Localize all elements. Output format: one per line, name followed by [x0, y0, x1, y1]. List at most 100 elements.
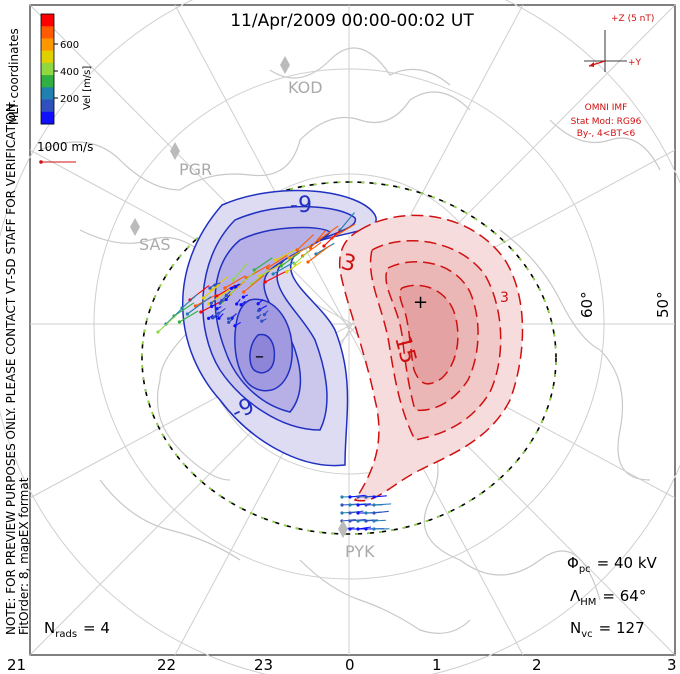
- velocity-vector-origin: [220, 298, 224, 303]
- velocity-vector-origin: [364, 527, 368, 531]
- velocity-vector-origin: [306, 260, 310, 264]
- velocity-vector: [181, 294, 198, 309]
- velocity-vector: [208, 288, 231, 305]
- velocity-vector-origin: [217, 316, 221, 320]
- potential-max-marker: +: [413, 292, 428, 313]
- velocity-vector-origin: [266, 266, 270, 270]
- velocity-vector: [264, 270, 288, 283]
- velocity-vector: [157, 314, 177, 333]
- velocity-vector-origin: [211, 315, 215, 320]
- velocity-vector: [357, 503, 371, 506]
- velocity-vector-origin: [287, 256, 291, 260]
- mlt-tick-23: 23: [254, 656, 273, 674]
- velocity-vector-origin: [295, 248, 299, 252]
- velocity-vector-origin: [226, 317, 231, 321]
- velocity-vector-origin: [356, 495, 360, 499]
- velocity-vector-origin: [224, 293, 228, 297]
- velocity-vector: [339, 212, 355, 231]
- imf-source: OMNI IMF: [585, 103, 628, 113]
- velocity-vector-origin: [364, 519, 368, 523]
- velocity-vector-origin: [252, 268, 256, 272]
- velocity-vector-origin: [242, 290, 246, 294]
- velocity-vector-origin: [356, 503, 360, 507]
- velocity-vector-origin: [308, 246, 313, 250]
- velocity-vector-origin: [260, 319, 264, 323]
- velocity-vector-origin: [231, 278, 235, 282]
- velocity-vector-origin: [215, 294, 219, 298]
- velocity-vector: [224, 275, 246, 289]
- velocity-vector-origin: [193, 304, 198, 308]
- velocity-vector-origin: [235, 302, 239, 306]
- colorbar-segment: [41, 38, 54, 52]
- radar-sites: [130, 56, 348, 538]
- imf-y-label: +Y: [628, 58, 642, 68]
- colorbar-tick-400: 400: [60, 67, 79, 78]
- velocity-vector-origin: [199, 310, 203, 314]
- colorbar-tick-600: 600: [60, 40, 79, 51]
- contour-label-pos-left: 3: [338, 250, 358, 278]
- velocity-vector-origin: [271, 272, 275, 276]
- velocity-vector: [357, 526, 372, 530]
- velocity-vector: [179, 310, 199, 323]
- map-title: 11/Apr/2009 00:00-00:02 UT: [230, 11, 474, 31]
- potential-min-marker: –: [255, 346, 264, 367]
- radar-marker-sas: [130, 218, 140, 236]
- colorbar-segment: [41, 26, 54, 39]
- velocity-vector: [288, 244, 312, 259]
- velocity-vector-origin: [257, 308, 261, 313]
- velocity-vector: [272, 261, 295, 275]
- velocity-vector-origin: [274, 258, 278, 262]
- nvc-stat: Nvc = 127: [570, 619, 645, 640]
- velocity-vector-origin: [348, 495, 352, 499]
- radar-label-pgr: PGR: [179, 160, 212, 179]
- velocity-scale-label: 1000 m/s: [37, 140, 93, 154]
- velocity-vector: [294, 250, 310, 265]
- phi-pc-stat: Φpc = 40 kV: [567, 554, 658, 575]
- fit-order-note: FitOrder: 8, mapEX format: [17, 477, 31, 635]
- velocity-vector-origin: [227, 320, 231, 324]
- velocity-vector-origin: [348, 527, 352, 531]
- radar-marker-kod: [280, 56, 290, 74]
- velocity-vector: [187, 296, 212, 315]
- lambda-hm-stat: ΛHM = 64°: [570, 587, 646, 608]
- velocity-vector: [296, 234, 314, 251]
- radar-label-kod: KOD: [288, 78, 323, 97]
- plot-frame: [29, 4, 676, 656]
- coastline-map: [39, 47, 661, 634]
- velocity-vector-origin: [224, 297, 228, 302]
- velocity-vector-origin: [218, 301, 222, 305]
- velocity-vector-origin: [209, 304, 214, 309]
- velocity-vector: [237, 270, 257, 287]
- velocity-vector-origin: [364, 503, 368, 507]
- colorbar-tick-200: 200: [60, 94, 79, 105]
- velocity-vector: [373, 510, 389, 514]
- latitude-label-50: 50°: [654, 291, 672, 318]
- colorbar-segment: [41, 75, 54, 88]
- velocity-vector-origin: [201, 296, 206, 300]
- colorbar-segment: [41, 111, 54, 125]
- velocity-vector: [275, 248, 297, 261]
- velocity-vector-origin: [213, 283, 217, 287]
- velocity-vector-origin: [156, 330, 160, 334]
- velocity-colorbar: 600 400 200 Vel [m/s] MLT coordinates: [7, 13, 93, 125]
- radar-label-sas: SAS: [139, 235, 171, 254]
- velocity-vector-origin: [207, 302, 211, 306]
- velocity-vector-origin: [356, 527, 360, 531]
- velocity-vector-origin: [372, 519, 376, 523]
- velocity-vector-origin: [356, 511, 360, 515]
- velocity-vector: [232, 262, 249, 281]
- imf-condition: By-, 4<BT<6: [577, 129, 636, 139]
- velocity-vector-origin: [348, 519, 352, 523]
- velocity-vector: [373, 495, 387, 498]
- velocity-vector-origin: [241, 295, 245, 299]
- velocity-vector-origin: [372, 503, 376, 507]
- latitude-label-60: 60°: [578, 291, 596, 318]
- velocity-vector: [318, 225, 339, 241]
- velocity-vector-origin: [372, 527, 376, 531]
- mlt-tick-3: 3: [667, 656, 677, 674]
- velocity-vector: [331, 223, 356, 239]
- colorbar-label: Vel [m/s]: [82, 66, 93, 110]
- contour-label-pos-right: 3: [500, 290, 509, 306]
